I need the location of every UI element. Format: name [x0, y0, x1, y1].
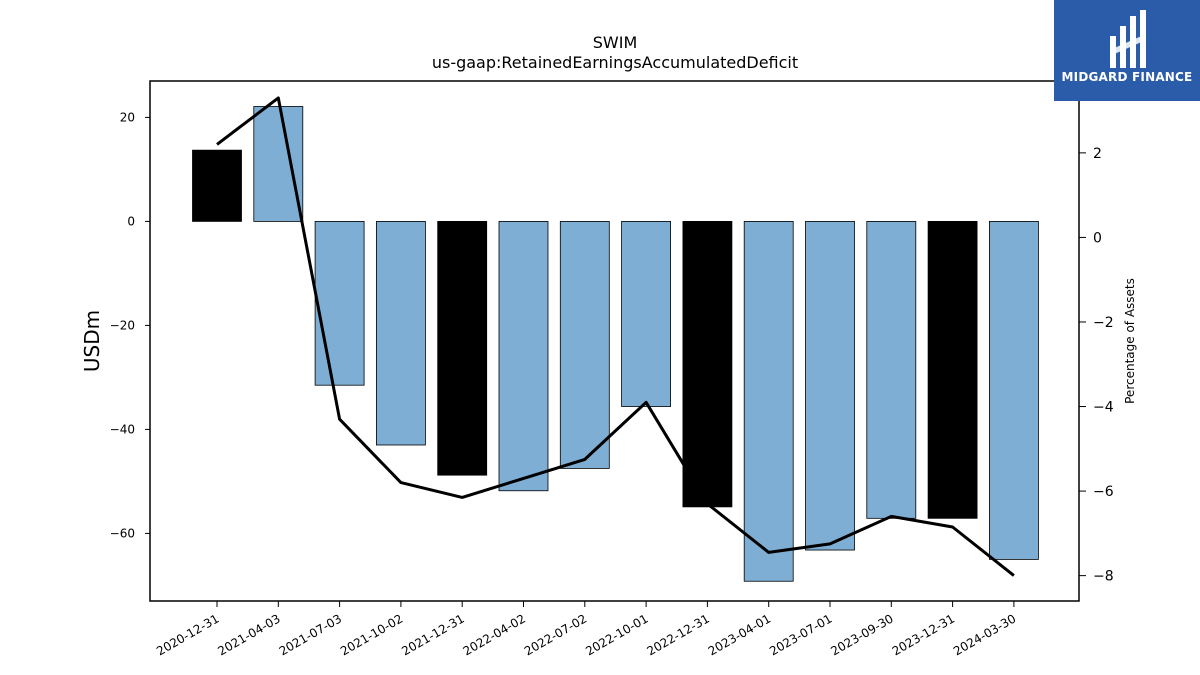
brand-name: MIDGARD FINANCE	[1061, 70, 1193, 84]
x-tick-label: 2022-04-02	[461, 611, 528, 658]
x-tick-label: 2021-10-02	[338, 611, 405, 658]
x-tick-label: 2023-12-31	[890, 611, 957, 658]
x-tick-label: 2023-04-01	[706, 611, 773, 658]
x-tick-label: 2021-07-03	[277, 611, 344, 658]
y-right-tick-label: −6	[1093, 484, 1114, 500]
y-tick-label: 0	[127, 214, 135, 228]
line-group	[216, 96, 1015, 577]
x-tick-label: 2022-10-01	[583, 611, 650, 658]
x-tick-label: 2022-12-31	[644, 611, 711, 658]
x-tick-label: 2020-12-31	[154, 611, 221, 658]
y-right-tick-label: −4	[1093, 400, 1114, 416]
x-tick-label: 2022-07-02	[522, 611, 589, 658]
bar	[498, 220, 549, 492]
bar	[682, 220, 733, 508]
x-tick-label: 2023-07-01	[767, 611, 834, 658]
bar	[559, 220, 610, 469]
bar	[192, 149, 242, 222]
bar	[314, 220, 365, 386]
midgard-logo-icon	[1110, 10, 1146, 68]
y-axis-right: 2 0 −2 −4 −6 −8	[1079, 146, 1114, 585]
bar	[866, 220, 917, 519]
plot-frame	[149, 80, 1080, 602]
y-right-tick-label: −8	[1093, 569, 1114, 585]
x-tick-label: 2023-09-30	[828, 611, 895, 658]
bar-group	[192, 106, 1039, 582]
chart-title: SWIM	[593, 33, 638, 52]
bar	[743, 220, 794, 582]
x-tick-label: 2024-03-30	[951, 611, 1018, 658]
x-tick-label: 2021-04-03	[215, 611, 282, 658]
bar	[621, 220, 671, 407]
bar	[989, 220, 1039, 560]
y-right-tick-label: −2	[1093, 315, 1114, 331]
x-axis: 2020-12-312021-04-032021-07-032021-10-02…	[154, 601, 1018, 658]
bar	[927, 220, 978, 519]
series-line	[216, 96, 1015, 577]
bar	[805, 220, 855, 551]
bar	[253, 106, 304, 222]
y-tick-label: −60	[110, 526, 135, 540]
bar	[375, 220, 426, 446]
y-axis-label: USDm	[80, 310, 104, 372]
y-tick-label: −20	[110, 318, 135, 332]
y-tick-label: 20	[120, 110, 135, 124]
y-right-tick-label: 0	[1093, 230, 1102, 246]
y-tick-label: −40	[110, 422, 135, 436]
y-axis-left: 20 0 −20 −40 −60	[110, 110, 150, 540]
y-axis-right-label: Percentage of Assets	[1123, 278, 1137, 404]
brand-logo: MIDGARD FINANCE	[1054, 0, 1200, 101]
y-right-tick-label: 2	[1093, 146, 1102, 162]
bar	[437, 220, 488, 476]
x-tick-label: 2021-12-31	[399, 611, 466, 658]
chart-subtitle: us-gaap:RetainedEarningsAccumulatedDefic…	[432, 53, 798, 72]
